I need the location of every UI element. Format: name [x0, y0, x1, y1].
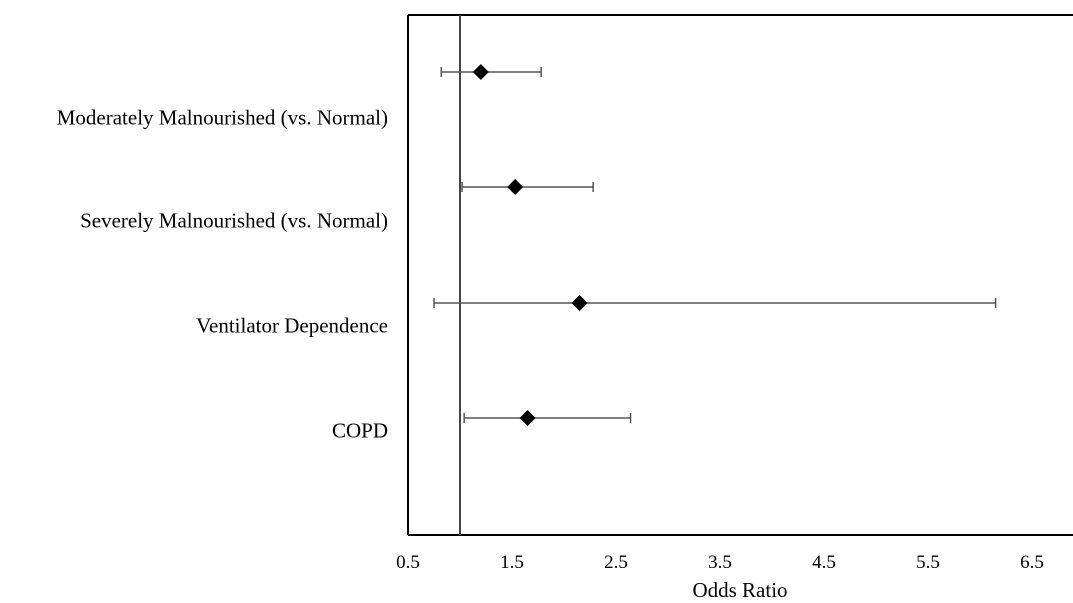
- x-axis-title: Odds Ratio: [692, 578, 788, 602]
- x-tick-label: 4.5: [812, 552, 836, 573]
- odds-ratio-point: [472, 64, 489, 80]
- odds-ratio-point: [507, 179, 524, 195]
- category-label-ventilator-dependence: Ventilator Dependence: [196, 313, 388, 338]
- category-label-copd: COPD: [331, 418, 388, 443]
- x-tick-label: 3.5: [708, 552, 732, 573]
- category-label-severely-malnourished: Severely Malnourished (vs. Normal): [80, 208, 388, 233]
- x-tick-label: 1.5: [500, 552, 524, 573]
- odds-ratio-point: [571, 295, 588, 311]
- x-tick-label: 2.5: [604, 552, 628, 573]
- x-tick-label: 5.5: [916, 552, 940, 573]
- odds-ratio-point: [519, 410, 536, 426]
- x-tick-label: 6.5: [1020, 552, 1044, 573]
- x-tick-label: 0.5: [396, 552, 420, 573]
- category-label-moderately-malnourished: Moderately Malnourished (vs. Normal): [56, 105, 388, 130]
